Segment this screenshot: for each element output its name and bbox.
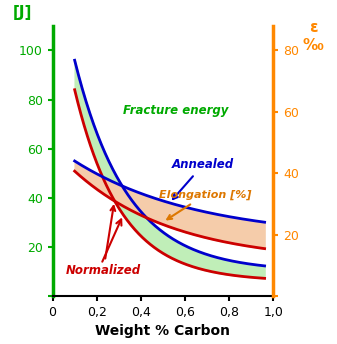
Text: Normalized: Normalized [66,206,141,277]
Text: [J]: [J] [13,6,32,20]
Text: Fracture energy: Fracture energy [123,104,228,117]
Text: Elongation [%]: Elongation [%] [159,190,251,219]
Text: ε
%₀: ε %₀ [302,20,324,53]
X-axis label: Weight % Carbon: Weight % Carbon [95,324,231,338]
Text: Annealed: Annealed [172,158,234,199]
